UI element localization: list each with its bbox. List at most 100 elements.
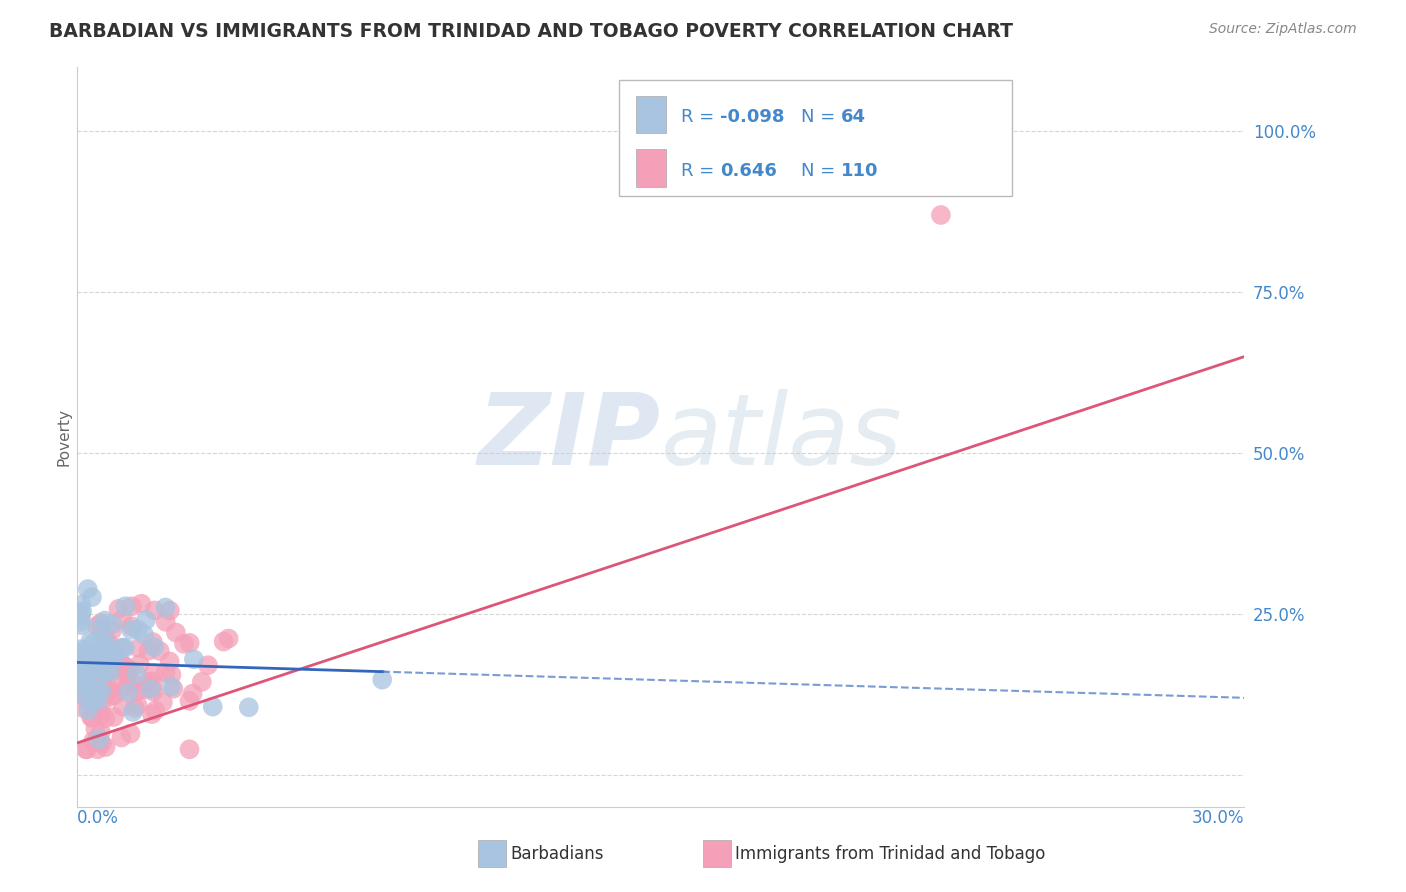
- Point: [121, 675, 143, 690]
- Point: [70, 657, 93, 672]
- Point: [179, 694, 201, 708]
- Point: [76, 681, 98, 696]
- Point: [97, 684, 120, 698]
- Point: [103, 710, 125, 724]
- Point: [155, 665, 177, 680]
- Point: [90, 632, 112, 647]
- Text: 0.646: 0.646: [720, 161, 776, 179]
- Point: [87, 732, 110, 747]
- Point: [97, 636, 120, 650]
- Point: [70, 669, 93, 683]
- Point: [70, 618, 93, 632]
- Point: [75, 652, 97, 666]
- Point: [121, 599, 143, 614]
- Text: Barbadians: Barbadians: [510, 845, 605, 863]
- Point: [114, 640, 136, 655]
- Point: [179, 742, 201, 756]
- Point: [82, 711, 104, 725]
- Point: [128, 657, 150, 672]
- Point: [103, 663, 125, 677]
- Point: [103, 688, 125, 702]
- Point: [121, 619, 143, 633]
- Point: [70, 642, 93, 657]
- Point: [143, 640, 166, 654]
- Point: [80, 696, 103, 710]
- Point: [76, 656, 98, 670]
- Point: [70, 648, 93, 663]
- Point: [87, 703, 110, 717]
- Text: R =: R =: [681, 161, 714, 179]
- Point: [94, 665, 117, 680]
- Point: [80, 710, 103, 724]
- Point: [76, 742, 98, 756]
- Point: [112, 658, 135, 673]
- Point: [128, 641, 150, 656]
- Point: [94, 739, 117, 754]
- Text: 110: 110: [841, 161, 879, 179]
- Point: [76, 647, 98, 661]
- Point: [83, 670, 105, 684]
- Point: [82, 733, 104, 747]
- Point: [152, 695, 174, 709]
- Point: [138, 643, 160, 657]
- Point: [103, 652, 125, 666]
- Point: [111, 699, 134, 714]
- Point: [111, 612, 134, 626]
- Point: [70, 607, 93, 622]
- Point: [155, 600, 177, 615]
- Point: [77, 696, 100, 710]
- Point: [94, 711, 117, 725]
- Point: [212, 634, 235, 648]
- Point: [135, 613, 157, 627]
- Point: [70, 671, 93, 685]
- Point: [136, 675, 159, 690]
- Point: [75, 742, 97, 756]
- Point: [101, 624, 124, 638]
- Point: [86, 619, 108, 633]
- Text: R =: R =: [681, 109, 714, 127]
- Point: [118, 664, 141, 678]
- Point: [173, 637, 195, 651]
- Point: [218, 632, 240, 646]
- Point: [82, 657, 104, 672]
- Point: [107, 653, 129, 667]
- Point: [90, 615, 112, 630]
- Point: [70, 688, 93, 702]
- Point: [179, 636, 201, 650]
- Point: [142, 635, 165, 649]
- Y-axis label: Poverty: Poverty: [56, 408, 72, 467]
- Point: [107, 602, 129, 616]
- Point: [87, 659, 110, 673]
- Point: [100, 681, 122, 696]
- Point: [76, 582, 98, 596]
- Point: [929, 208, 952, 222]
- Point: [120, 726, 142, 740]
- Point: [159, 604, 181, 618]
- Point: [143, 603, 166, 617]
- Point: [84, 671, 107, 685]
- Point: [139, 681, 162, 696]
- Point: [155, 615, 177, 629]
- Point: [124, 701, 146, 715]
- Point: [87, 668, 110, 682]
- Point: [125, 684, 148, 698]
- Point: [83, 636, 105, 650]
- Point: [82, 658, 104, 673]
- Point: [111, 640, 134, 655]
- Point: [70, 615, 93, 629]
- Point: [90, 707, 112, 722]
- Point: [84, 735, 107, 749]
- Point: [141, 681, 163, 695]
- Point: [91, 649, 114, 664]
- Text: BARBADIAN VS IMMIGRANTS FROM TRINIDAD AND TOBAGO POVERTY CORRELATION CHART: BARBADIAN VS IMMIGRANTS FROM TRINIDAD AN…: [49, 22, 1014, 41]
- Point: [142, 684, 165, 698]
- Point: [93, 629, 115, 643]
- Point: [143, 703, 166, 717]
- Point: [120, 623, 142, 637]
- Point: [91, 652, 114, 666]
- Point: [117, 681, 139, 696]
- Point: [115, 665, 138, 680]
- Point: [141, 707, 163, 722]
- Point: [127, 623, 149, 637]
- Point: [70, 659, 93, 673]
